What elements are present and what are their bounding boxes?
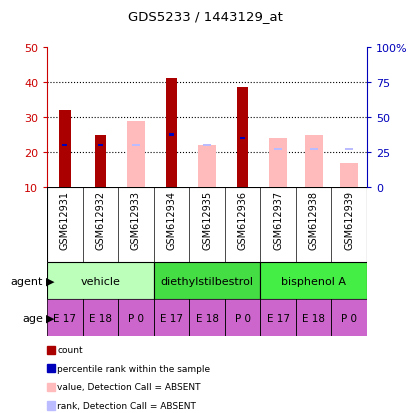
Bar (169, 134, 173, 136)
Text: GSM612939: GSM612939 (343, 190, 353, 249)
Text: ▶: ▶ (46, 276, 55, 286)
Text: age: age (22, 313, 43, 323)
Bar (165, 79, 177, 188)
Text: E 17: E 17 (53, 313, 76, 323)
Text: percentile rank within the sample: percentile rank within the sample (57, 364, 210, 373)
Text: GSM612936: GSM612936 (237, 190, 247, 249)
Bar (47, 299, 83, 337)
Text: vehicle: vehicle (80, 276, 120, 286)
Text: P 0: P 0 (234, 313, 250, 323)
Bar (189, 299, 224, 337)
Text: E 18: E 18 (195, 313, 218, 323)
Bar (260, 299, 295, 337)
Bar (309, 148, 317, 150)
Bar (236, 88, 248, 188)
Bar (62, 145, 67, 147)
Bar (153, 299, 189, 337)
Bar (224, 299, 260, 337)
Text: GDS5233 / 1443129_at: GDS5233 / 1443129_at (127, 10, 282, 23)
Text: GSM612935: GSM612935 (202, 190, 211, 249)
Text: GSM612931: GSM612931 (60, 190, 70, 249)
Bar (132, 145, 139, 147)
Bar (269, 139, 286, 188)
Text: agent: agent (11, 276, 43, 286)
Text: P 0: P 0 (128, 313, 144, 323)
Text: GSM612933: GSM612933 (130, 190, 141, 249)
Text: GSM612934: GSM612934 (166, 190, 176, 249)
FancyBboxPatch shape (153, 262, 260, 299)
Bar (59, 111, 70, 188)
Text: P 0: P 0 (340, 313, 356, 323)
Text: GSM612938: GSM612938 (308, 190, 318, 249)
Bar (118, 299, 153, 337)
FancyBboxPatch shape (47, 262, 153, 299)
Text: E 17: E 17 (266, 313, 289, 323)
Text: diethylstilbestrol: diethylstilbestrol (160, 276, 253, 286)
Text: E 17: E 17 (160, 313, 182, 323)
Bar (98, 145, 103, 147)
Text: GSM612937: GSM612937 (272, 190, 283, 249)
Text: bisphenol A: bisphenol A (281, 276, 345, 286)
Bar (240, 138, 245, 140)
Text: E 18: E 18 (89, 313, 112, 323)
Bar (330, 299, 366, 337)
Bar (344, 148, 352, 150)
Text: value, Detection Call = ABSENT: value, Detection Call = ABSENT (57, 382, 200, 392)
Text: ▶: ▶ (46, 313, 55, 323)
Bar (198, 146, 216, 188)
Bar (202, 145, 211, 147)
Bar (295, 299, 330, 337)
Text: E 18: E 18 (301, 313, 324, 323)
Bar (274, 148, 281, 150)
Text: count: count (57, 345, 83, 354)
Bar (339, 163, 357, 188)
Bar (83, 299, 118, 337)
Bar (127, 121, 144, 188)
Bar (94, 135, 106, 188)
Bar (304, 135, 322, 188)
Text: GSM612932: GSM612932 (95, 190, 105, 249)
Text: rank, Detection Call = ABSENT: rank, Detection Call = ABSENT (57, 401, 196, 410)
FancyBboxPatch shape (260, 262, 366, 299)
